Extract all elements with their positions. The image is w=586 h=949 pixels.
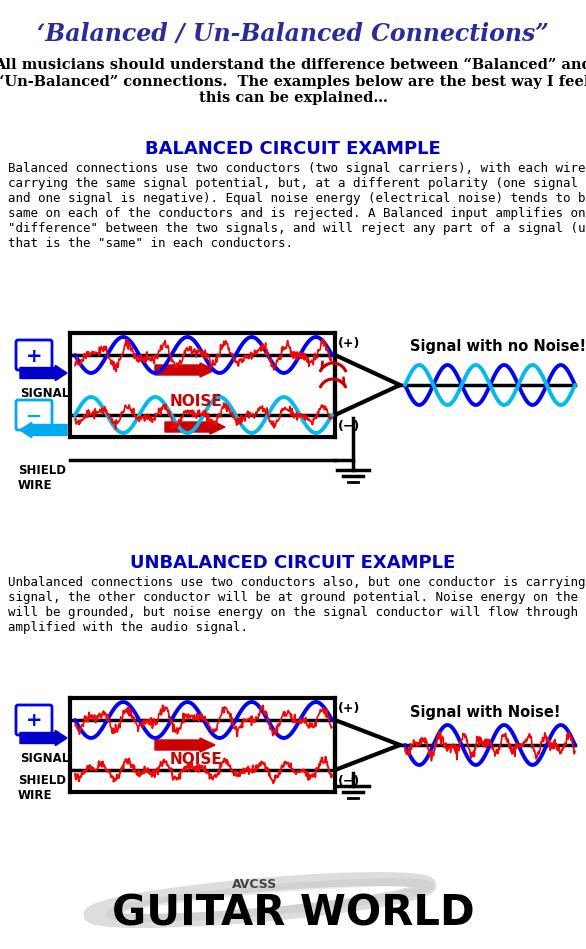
FancyArrow shape <box>165 420 225 434</box>
Text: (+): (+) <box>338 702 360 715</box>
Text: SHIELD
WIRE: SHIELD WIRE <box>18 464 66 492</box>
Text: Signal with no Noise!: Signal with no Noise! <box>410 340 586 355</box>
FancyArrow shape <box>20 365 67 381</box>
Text: NOISE: NOISE <box>170 753 223 768</box>
FancyArrow shape <box>155 363 215 377</box>
FancyBboxPatch shape <box>16 400 52 430</box>
Text: −: − <box>26 406 42 425</box>
Text: (−): (−) <box>338 420 360 433</box>
Text: +: + <box>26 712 42 731</box>
Text: UNBALANCED CIRCUIT EXAMPLE: UNBALANCED CIRCUIT EXAMPLE <box>130 554 456 572</box>
Text: BALANCED CIRCUIT EXAMPLE: BALANCED CIRCUIT EXAMPLE <box>145 140 441 158</box>
Text: GUITAR WORLD: GUITAR WORLD <box>112 892 474 934</box>
Text: Balanced connections use two conductors (two signal carriers), with each wire
ca: Balanced connections use two conductors … <box>8 162 586 250</box>
Text: Unbalanced connections use two conductors also, but one conductor is carrying
si: Unbalanced connections use two conductor… <box>8 576 586 634</box>
FancyArrow shape <box>20 731 67 746</box>
FancyArrow shape <box>155 738 215 752</box>
Text: SHIELD
WIRE: SHIELD WIRE <box>18 774 66 802</box>
Text: SIGNAL: SIGNAL <box>20 387 69 400</box>
Text: SIGNAL: SIGNAL <box>20 752 69 765</box>
Text: ‘Balanced / Un-Balanced Connections”: ‘Balanced / Un-Balanced Connections” <box>37 22 549 46</box>
Text: (+): (+) <box>338 337 360 350</box>
FancyBboxPatch shape <box>16 340 52 370</box>
FancyArrow shape <box>20 422 67 437</box>
Text: +: + <box>26 346 42 365</box>
Text: (−): (−) <box>338 775 360 788</box>
Text: AVCSS: AVCSS <box>233 879 278 891</box>
Text: Signal with Noise!: Signal with Noise! <box>410 704 560 719</box>
Text: All musicians should understand the difference between “Balanced” and
“Un-Balanc: All musicians should understand the diff… <box>0 58 586 104</box>
Text: NOISE: NOISE <box>170 394 223 408</box>
FancyBboxPatch shape <box>16 705 52 735</box>
